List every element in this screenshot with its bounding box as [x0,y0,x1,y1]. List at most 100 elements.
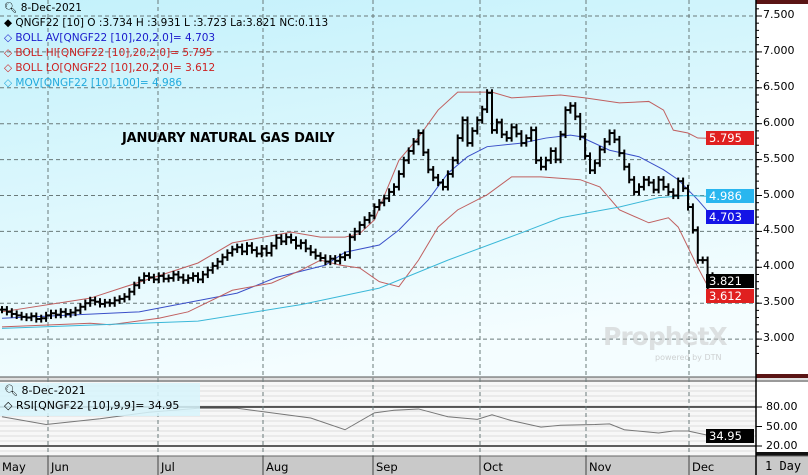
price-bar [509,123,515,142]
price-bar [48,309,54,319]
price-bar [190,272,196,282]
price-bar [161,272,167,283]
price-bar [450,156,456,178]
price-bar [523,134,529,147]
price-bar [87,296,93,307]
price-bar [597,145,603,167]
price-bar [435,173,441,187]
price-bar [484,89,490,113]
month-label: Dec [692,460,715,474]
price-axis-label: 3.000 [763,331,795,345]
price-bar [342,251,348,261]
price-bar [77,303,83,314]
price-bar [518,130,524,147]
price-bar [514,123,519,138]
price-bar [298,239,304,250]
price-bar [469,127,475,147]
price-bar [592,159,598,174]
price-bar [661,176,666,191]
legend-quote: ◆ QNGF22 [10] O :3.734 H :3.931 L :3.723… [4,17,329,29]
price-bar [425,148,431,174]
price-bar [577,112,583,141]
price-bar [254,246,260,258]
price-bar [499,118,505,139]
price-bar [332,255,338,265]
month-label: Jul [161,460,175,474]
price-bar [665,183,671,196]
price-bar [283,233,289,246]
price-bar [156,272,162,284]
price-axis-label: 4.000 [763,259,795,273]
price-bar [239,243,245,256]
price-tag: 34.95 [706,429,754,443]
price-bar [269,242,274,257]
price-bar [175,270,181,281]
price-bar [259,245,265,258]
price-bar [273,234,279,250]
price-bar [416,129,421,146]
diamond-outline-icon: ◇ [4,77,16,89]
price-bar [171,270,176,282]
price-tag: 3.821 [706,274,754,288]
prophetx-watermark-logo: ProphetX [603,322,728,351]
price-tag: 3.612 [706,289,754,303]
price-bar [401,156,407,178]
price-bar [685,184,691,211]
price-axis-label: 5.000 [763,187,795,201]
price-bar [82,299,88,311]
price-bar [112,296,118,307]
price-bar [122,293,127,303]
price-bar [117,295,123,304]
price-bar [651,178,657,194]
price-bar [220,253,225,266]
magnifier-icon[interactable]: 🔍︎ [4,2,18,14]
price-bar [533,126,539,164]
price-bar [641,176,647,191]
price-bar [234,243,240,253]
price-bar [612,129,617,144]
rsi-axis-label: 20.00 [766,439,798,452]
price-bar [391,183,397,196]
price-bar [0,306,5,314]
price-bar [553,147,559,164]
price-bar [352,227,358,241]
price-bar [381,194,387,207]
price-axis-label: 7.000 [763,43,795,57]
price-axis-top-bar [756,0,808,4]
price-bar [308,245,314,256]
price-bar [367,212,372,224]
price-bar [131,281,137,296]
price-bar [68,308,74,318]
diamond-outline-icon: ◇ [4,62,16,74]
price-bar [528,126,534,142]
price-bar [455,134,461,164]
panel-separator[interactable] [0,377,808,382]
price-bar [107,298,113,307]
rsi-axis-label: 50.00 [766,419,798,433]
price-bar [264,245,270,257]
price-bar [543,156,549,171]
price-bar [357,221,363,235]
rsi-axis-panel [756,382,808,456]
price-bar [548,147,554,164]
price-bar [215,257,221,270]
price-bar [445,170,451,191]
magnifier-icon[interactable]: 🔍︎ [4,384,18,397]
price-bar [200,270,206,284]
price-bar [4,306,10,316]
price-bar [479,105,485,124]
price-bar [474,116,480,135]
price-bar [303,239,309,253]
period-selector[interactable]: 1 Day [765,459,802,473]
price-bar [616,135,622,157]
price-bar [180,273,186,284]
line-boll-hi [1,91,713,313]
price-axis-bottom-bar [756,374,808,378]
rsi-axis-bottom-bar [756,452,808,456]
price-bar [489,89,495,134]
price-bar [386,188,392,202]
price-bar [38,314,44,323]
month-label: Oct [483,460,503,474]
month-label: Nov [589,460,612,474]
